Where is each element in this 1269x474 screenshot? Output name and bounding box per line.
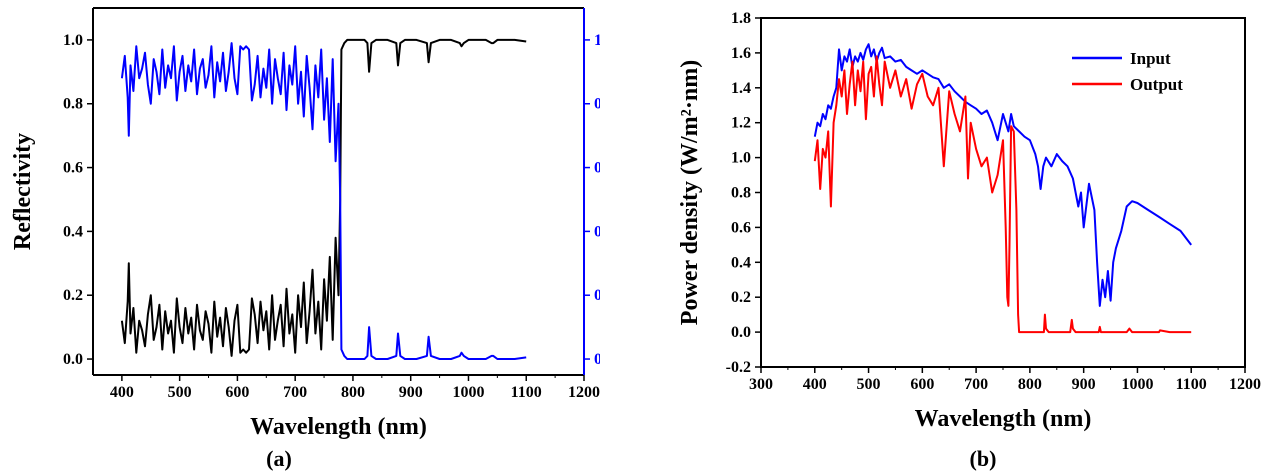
x-tick-label: 700 — [283, 384, 307, 401]
subfigure-label-b: (b) — [970, 446, 997, 471]
y-tick-label: 0.6 — [63, 160, 83, 177]
x-axis-label: Wavelength (nm) — [915, 406, 1092, 432]
y-right-tick-label: 0.4 — [594, 223, 600, 240]
x-tick-label: 900 — [1072, 376, 1096, 393]
series-line-input — [813, 43, 1192, 307]
x-axis-label: Wavelength (nm) — [250, 414, 427, 440]
y-tick-label: 0.6 — [731, 219, 751, 236]
y-tick-label: 0.8 — [63, 96, 83, 113]
chart-b: 300 400 500 600 700 800 900 1000 1100 1200 -0.2 0.0… — [677, 10, 1261, 471]
plot-frame — [760, 17, 1246, 368]
x-tick-label: 500 — [168, 384, 192, 401]
subfigure-label-a: (a) — [266, 446, 292, 471]
x-tick-label: 1000 — [452, 384, 484, 401]
legend-label-output: Output — [1130, 75, 1183, 94]
x-tick-label: 500 — [857, 376, 881, 393]
x-tick-label: 1200 — [1229, 376, 1261, 393]
y-tick-label: 0.0 — [63, 351, 83, 368]
y-tick-label: 0.8 — [731, 185, 751, 202]
y-axis-label: Power density (W/m²·nm) — [677, 60, 703, 325]
y-axis-label: Reflectivity — [10, 133, 36, 250]
legend-label-input: Input — [1130, 49, 1171, 68]
y-tick-label: 0.2 — [63, 287, 83, 304]
x-tick-label: 300 — [749, 376, 773, 393]
chart-a: 400 500 600 700 800 900 1000 1100 1200 0.0 0.2 0.4 0… — [10, 7, 600, 471]
y-tick-label: 0.2 — [731, 289, 751, 306]
x-tick-label: 1000 — [1121, 376, 1153, 393]
y-right-tick-label: 0.0 — [594, 351, 600, 368]
x-tick-label: 700 — [964, 376, 988, 393]
y-right-tick-label: 0.2 — [594, 287, 600, 304]
x-tick-label: 1100 — [1176, 376, 1207, 393]
y-tick-label: 1.0 — [731, 150, 751, 167]
y-tick-label: 1.8 — [731, 10, 751, 27]
x-tick-label: 1100 — [511, 384, 542, 401]
y-tick-label: -0.2 — [726, 359, 751, 376]
x-tick-label: 600 — [910, 376, 934, 393]
x-tick-label: 900 — [399, 384, 423, 401]
y-tick-label: 0.4 — [63, 223, 83, 240]
x-tick-label: 400 — [110, 384, 134, 401]
y-right-tick-label: 1.0 — [594, 32, 600, 49]
series-line-reflectivity — [120, 38, 527, 357]
x-tick-label: 400 — [803, 376, 827, 393]
y-tick-label: 1.2 — [731, 115, 751, 132]
x-tick-label: 600 — [225, 384, 249, 401]
series-line-transmissivity — [120, 42, 527, 360]
x-tick-label: 800 — [341, 384, 365, 401]
x-tick-label: 1200 — [568, 384, 600, 401]
series-line-output — [813, 55, 1192, 334]
y-tick-label: 0.4 — [731, 254, 751, 271]
x-tick-label: 800 — [1018, 376, 1042, 393]
y-tick-label: 0.0 — [731, 324, 751, 341]
y-right-tick-label: 0.8 — [594, 96, 600, 113]
y-tick-label: 1.4 — [731, 80, 751, 97]
y-tick-label: 1.6 — [731, 45, 751, 62]
y-right-tick-label: 0.6 — [594, 160, 600, 177]
y-tick-label: 1.0 — [63, 32, 83, 49]
